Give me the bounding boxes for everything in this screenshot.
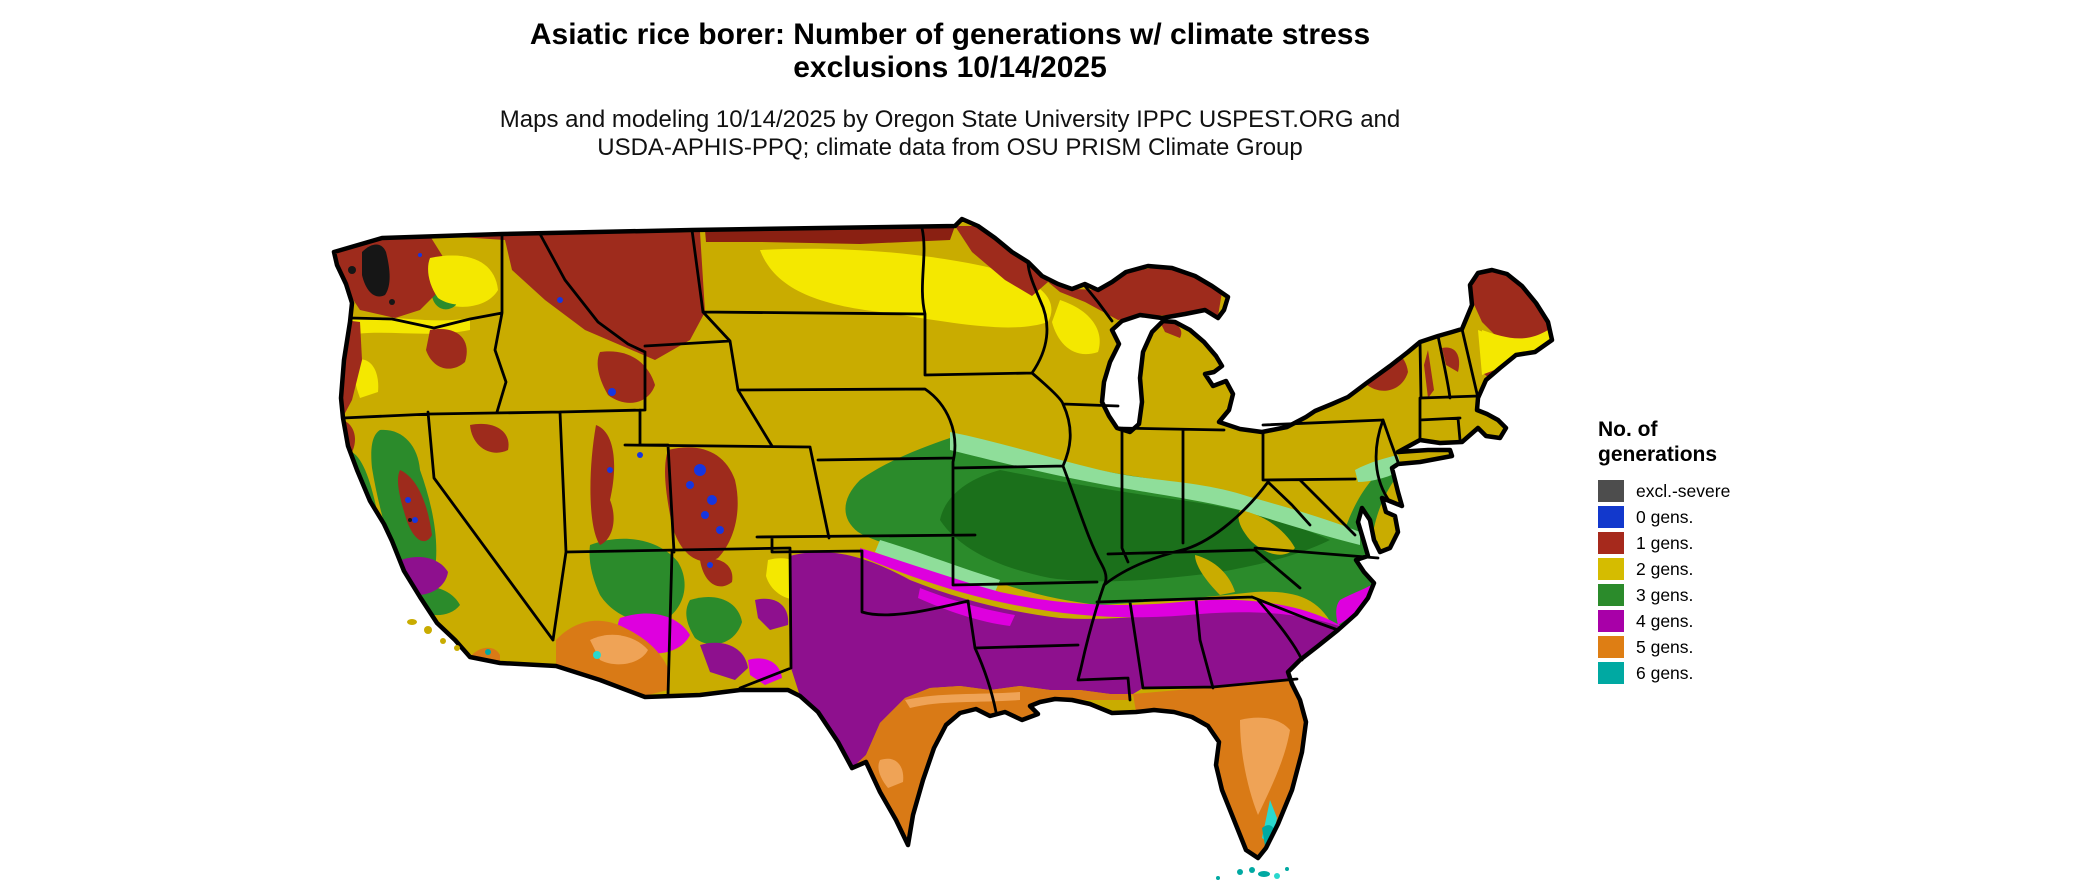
legend-item-label: 1 gens. [1636,532,1694,553]
legend-item-label: 6 gens. [1636,662,1694,683]
legend-item-label: 5 gens. [1636,636,1694,657]
map-layer-5gens [470,620,1306,858]
legend-item-label: 0 gens. [1636,506,1694,527]
legend-title-line2: generations [1598,443,1718,466]
us-outline [331,216,1555,861]
legend-item: 0 gens. [1598,504,1818,530]
map-subtitle: Maps and modeling 10/14/2025 by Oregon S… [0,106,1900,162]
map-layer-excl-severe [348,244,412,522]
legend-swatch [1598,636,1624,658]
legend-item-label: 4 gens. [1636,610,1694,631]
legend-title-line1: No. of [1598,418,1658,441]
legend-item: 6 gens. [1598,660,1818,686]
legend-item: 4 gens. [1598,608,1818,634]
offshore-islands [407,619,1289,880]
legend-item-label: 3 gens. [1636,584,1694,605]
map-title-line2: exclusions 10/14/2025 [793,51,1107,84]
legend-item-label: 2 gens. [1636,558,1694,579]
legend-swatch [1598,662,1624,684]
map-title: Asiatic rice borer: Number of generation… [0,18,1900,84]
legend-item: 2 gens. [1598,556,1818,582]
legend-swatch [1598,584,1624,606]
legend-title: No. of generations [1598,417,1818,467]
legend-item: 1 gens. [1598,530,1818,556]
legend: No. of generations excl.-severe 0 gens. 1 … [1598,417,1818,686]
legend-item: 3 gens. [1598,582,1818,608]
legend-swatch [1598,558,1624,580]
map-layer-1gen [334,226,1552,587]
map-layer-0gens [405,253,724,568]
map-layer-appalachian-gold [1195,510,1295,595]
legend-swatch [1598,480,1624,502]
legend-items: excl.-severe 0 gens. 1 gens. 2 gens. 3 gens.… [1598,478,1818,686]
legend-swatch [1598,532,1624,554]
legend-item: 5 gens. [1598,634,1818,660]
header: Asiatic rice borer: Number of generation… [0,18,1900,162]
legend-item-label: excl.-severe [1636,480,1731,501]
map-layer-3gens-light [875,432,1402,592]
legend-swatch [1598,506,1624,528]
state-borders [341,226,1480,714]
map-subtitle-line2: USDA-APHIS-PPQ; climate data from OSU PR… [597,134,1303,161]
legend-swatch [1598,610,1624,632]
map-subtitle-line1: Maps and modeling 10/14/2025 by Oregon S… [499,106,1401,133]
legend-item: excl.-severe [1598,478,1818,504]
map-title-line1: Asiatic rice borer: Number of generation… [529,18,1371,51]
